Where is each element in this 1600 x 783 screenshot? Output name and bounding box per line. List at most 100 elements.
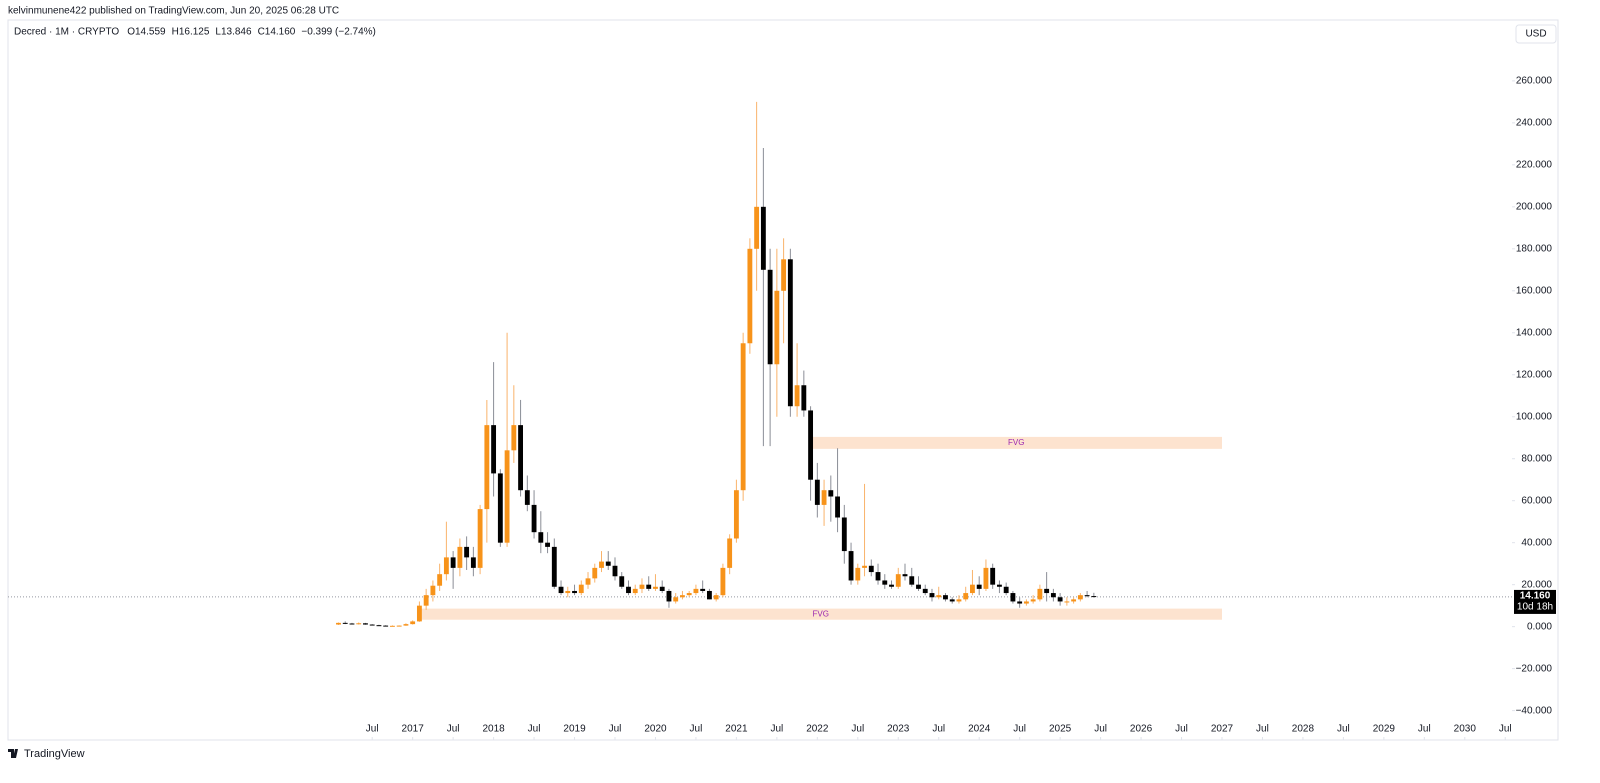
candle: [841, 504, 847, 564]
candle: [558, 580, 564, 596]
candle: [909, 567, 915, 587]
candle-body: [430, 585, 436, 596]
y-tick-label: 100.000: [1516, 411, 1553, 422]
y-tick-label: 180.000: [1516, 243, 1553, 254]
candle-body: [612, 565, 618, 577]
candle-body: [970, 584, 975, 594]
candle: [396, 625, 402, 627]
candle-body: [558, 586, 564, 594]
legend-low: L13.846: [215, 27, 252, 38]
candle: [862, 483, 867, 577]
candle: [814, 462, 820, 518]
candle-body: [781, 259, 787, 291]
candle: [922, 584, 928, 596]
y-tick-label: 200.000: [1516, 201, 1553, 212]
candle: [686, 590, 692, 598]
candle-body: [916, 584, 921, 589]
candle-body: [808, 410, 814, 480]
candle-body: [565, 590, 571, 594]
candle: [484, 399, 490, 543]
candle: [592, 563, 598, 583]
candle-body: [531, 504, 537, 533]
candle-body: [632, 588, 638, 594]
candle-body: [443, 557, 449, 575]
x-tick-label: 2018: [482, 724, 505, 735]
candle: [497, 469, 503, 547]
candle: [626, 580, 631, 596]
candle: [949, 597, 955, 604]
candle-body: [497, 473, 503, 543]
candle-body: [673, 597, 679, 602]
candle-body: [740, 343, 746, 491]
candle: [855, 563, 861, 585]
brand-logo: [8, 749, 18, 758]
candle: [1050, 588, 1056, 602]
y-tick-label: 160.000: [1516, 285, 1553, 296]
candle-body: [868, 565, 874, 573]
candle: [787, 248, 793, 417]
y-tick-label: 120.000: [1516, 369, 1553, 380]
candle: [1023, 599, 1029, 606]
x-tick-label: Jul: [1094, 724, 1107, 735]
candle: [889, 580, 894, 589]
candle-body: [680, 595, 685, 598]
candle-body: [1003, 586, 1009, 594]
brand: TradingView: [8, 748, 85, 760]
currency-label: USD: [1525, 29, 1546, 40]
candle: [801, 370, 807, 417]
candle: [1030, 595, 1036, 604]
candle: [524, 475, 530, 512]
candle: [828, 475, 834, 522]
candle-body: [666, 590, 672, 602]
candle-body: [828, 490, 834, 497]
candle-body: [578, 584, 584, 594]
candle: [760, 148, 766, 447]
candle-body: [592, 567, 598, 579]
candle-body: [1084, 595, 1090, 597]
candle-body: [787, 259, 793, 407]
candle: [632, 584, 638, 596]
candle: [545, 532, 550, 554]
candle-body: [450, 557, 456, 568]
x-tick-label: 2027: [1211, 724, 1234, 735]
candle: [1017, 597, 1023, 608]
candle: [733, 479, 739, 543]
candle-body: [511, 425, 517, 451]
candle: [996, 580, 1002, 594]
candle: [572, 584, 577, 596]
legend-open: O14.559: [127, 27, 166, 38]
fvg-label: FVG: [1008, 438, 1024, 447]
candle-body: [801, 385, 807, 411]
legend-line: Decred · 1M · CRYPTO: [14, 27, 119, 38]
candle: [1064, 597, 1070, 606]
candle: [410, 620, 416, 625]
currency-button[interactable]: [1515, 24, 1557, 44]
candle-body: [693, 588, 699, 594]
candle: [457, 538, 463, 577]
x-tick-label: 2024: [968, 724, 991, 735]
candle-body: [1037, 588, 1043, 600]
candle-body: [848, 551, 854, 581]
x-tick-label: 2023: [887, 724, 910, 735]
candle: [619, 572, 625, 589]
candle: [747, 238, 753, 354]
candle-body: [895, 574, 901, 587]
candle-body: [767, 269, 773, 365]
candle: [1003, 582, 1009, 596]
x-tick-label: Jul: [690, 724, 703, 735]
y-tick-label: 140.000: [1516, 327, 1553, 338]
y-tick-label: 240.000: [1516, 117, 1553, 128]
candle-body: [814, 479, 820, 505]
countdown-label: 10d 18h: [1517, 602, 1553, 613]
candle-body: [727, 538, 733, 568]
candle: [349, 622, 355, 625]
candle-body: [342, 622, 348, 624]
candle: [423, 588, 429, 610]
candle: [990, 563, 996, 589]
candle: [363, 622, 368, 625]
legend-close: C14.160: [258, 27, 296, 38]
last-price-box: [1514, 589, 1556, 614]
candle: [403, 623, 409, 626]
candle-body: [963, 593, 969, 600]
